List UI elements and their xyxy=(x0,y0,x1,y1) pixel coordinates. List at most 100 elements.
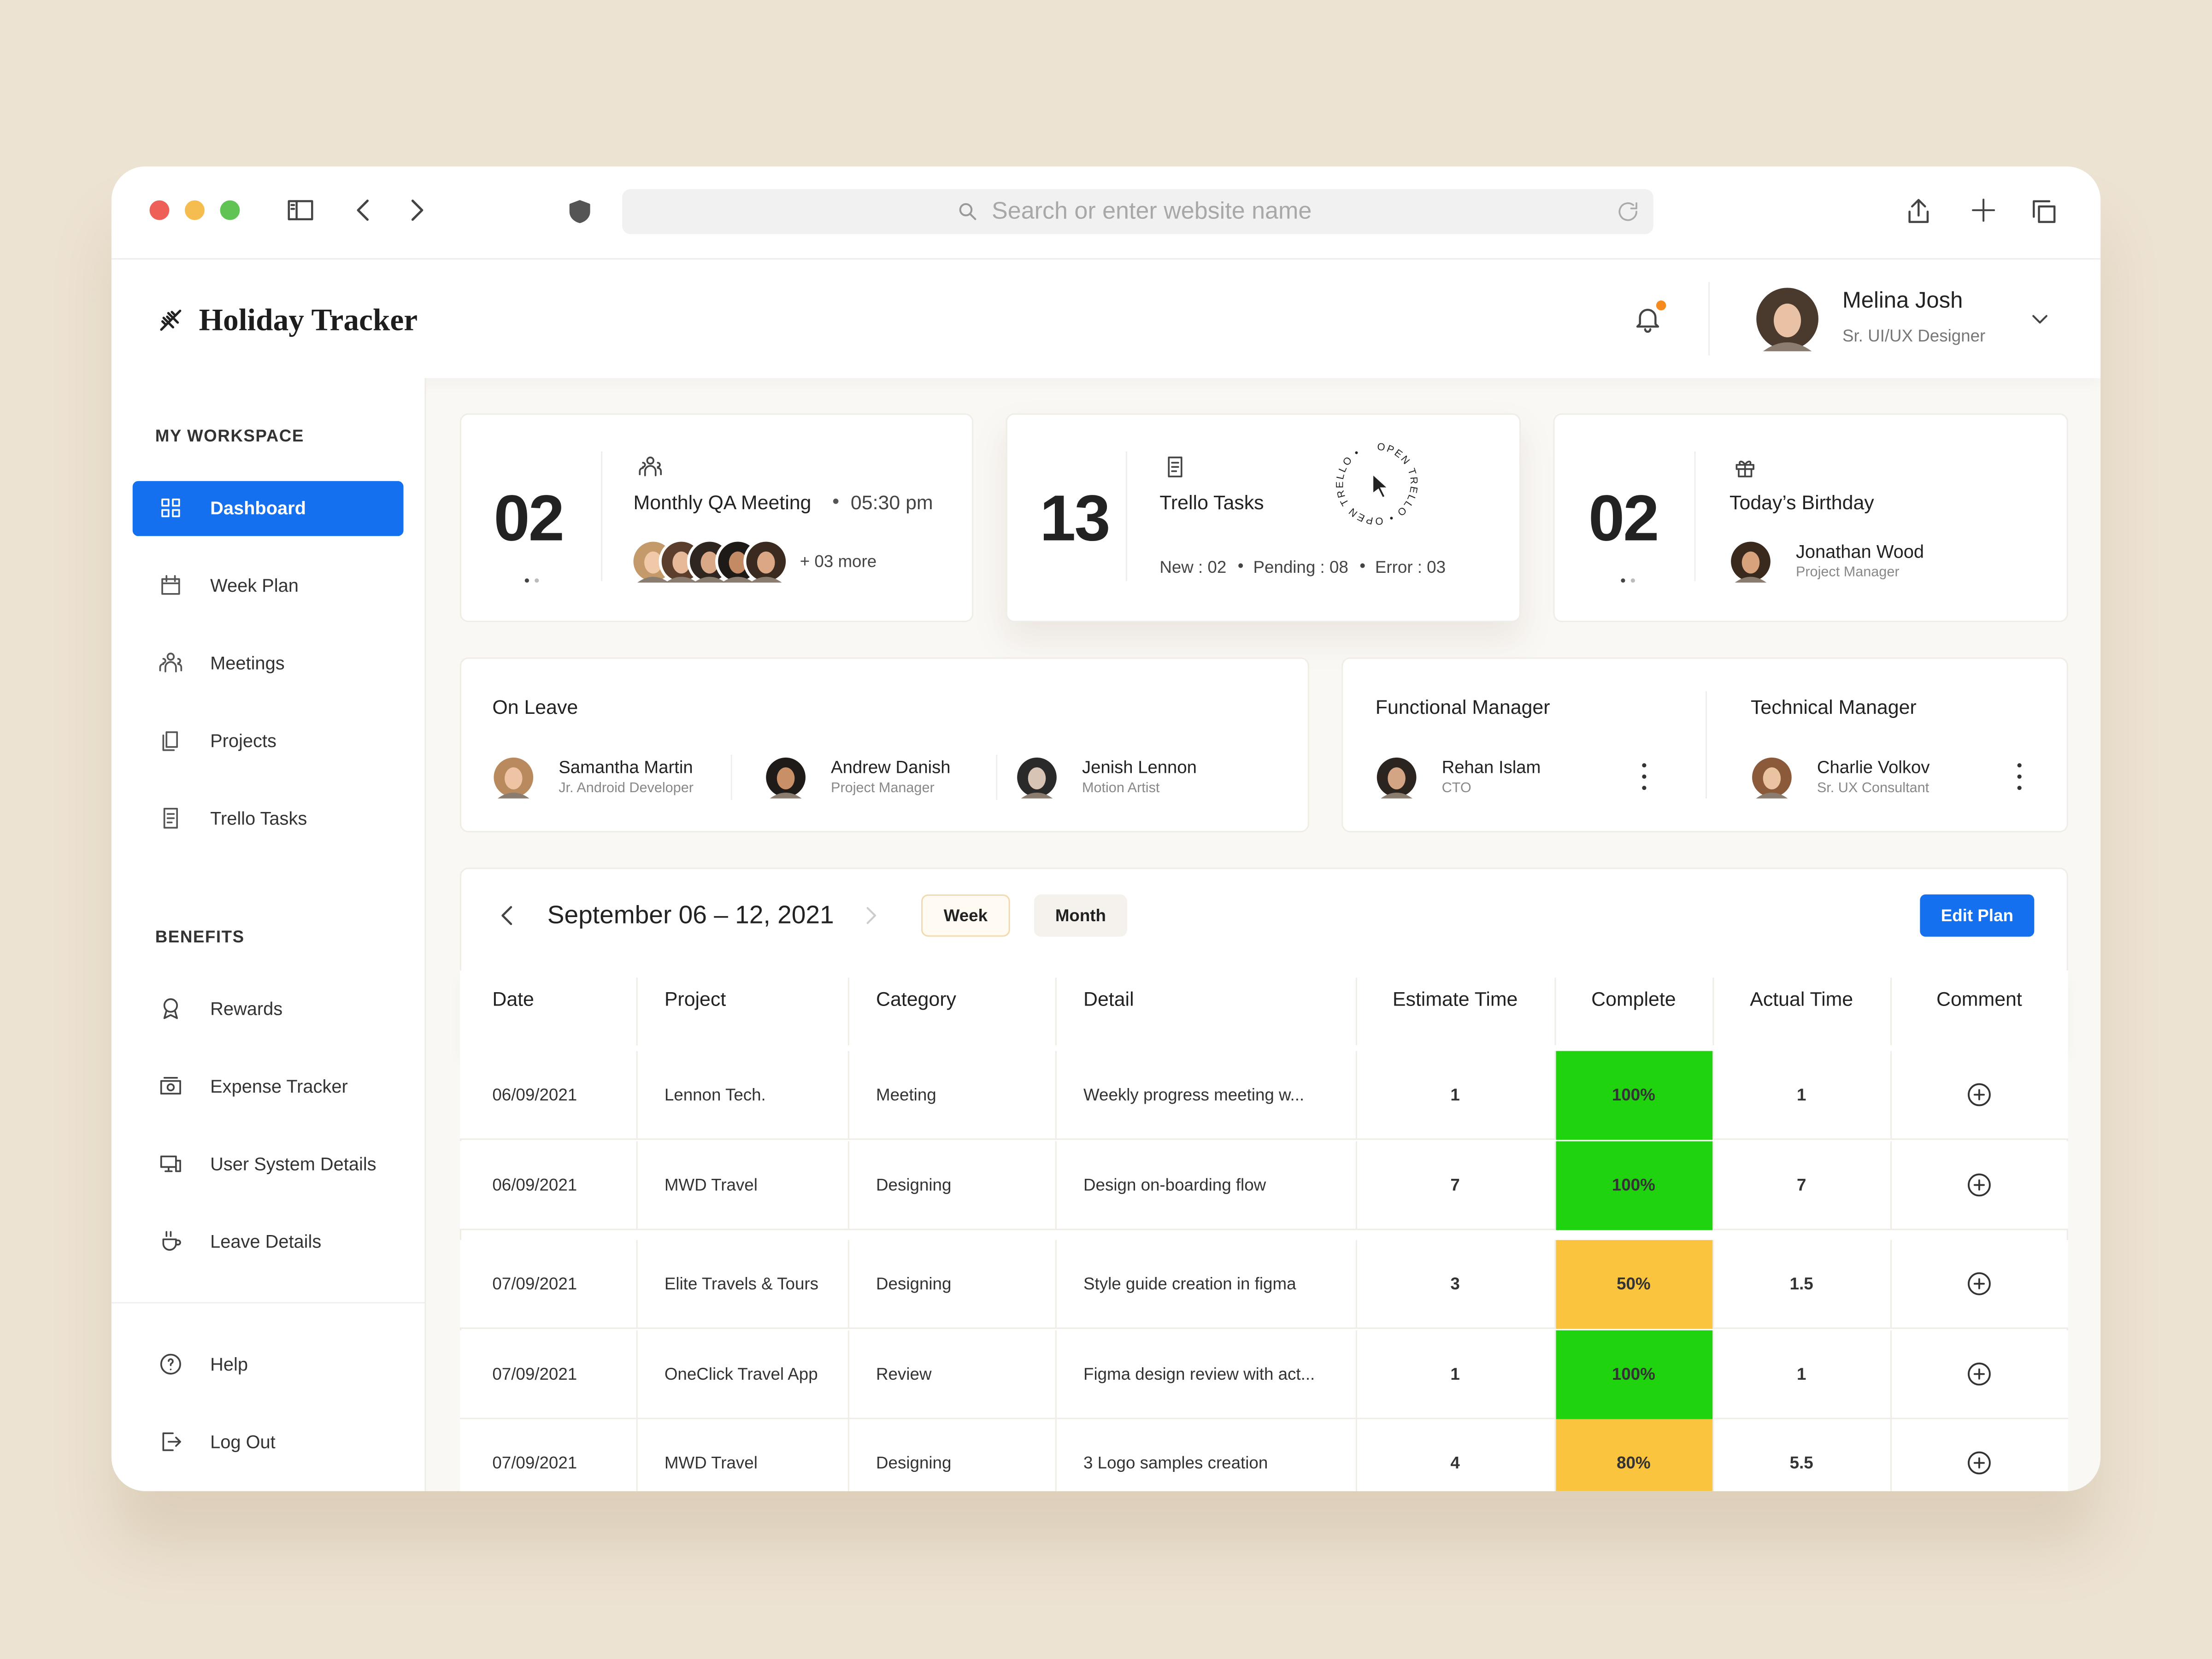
table-row xyxy=(459,1419,2068,1491)
add-comment[interactable] xyxy=(1965,1270,1993,1298)
sidebar-toggle[interactable] xyxy=(285,194,316,225)
column-header: Actual Time xyxy=(1750,987,1853,1010)
more-menu[interactable] xyxy=(2014,763,2023,793)
cell-divider xyxy=(636,1141,638,1230)
window-control[interactable] xyxy=(185,200,205,220)
cell-divider xyxy=(847,1141,849,1230)
avatar-body xyxy=(637,577,669,583)
column-header: Complete xyxy=(1591,987,1676,1010)
nav-active-bg xyxy=(132,481,404,536)
share-button[interactable] xyxy=(1903,196,1934,227)
nav-item[interactable]: Rewards xyxy=(210,998,283,1019)
table-cell: 07/09/2021 xyxy=(492,1274,577,1294)
cursor xyxy=(1372,472,1390,499)
add-comment[interactable] xyxy=(1965,1170,1993,1198)
card-divider xyxy=(601,451,603,582)
section-title: MY WORKSPACE xyxy=(155,426,304,446)
trello-stat: Error : 03 xyxy=(1375,557,1446,577)
manager-avatar xyxy=(1749,754,1794,800)
add-comment[interactable] xyxy=(1965,1081,1993,1109)
forward-button[interactable] xyxy=(402,196,430,224)
cell-divider xyxy=(847,1330,849,1419)
back-button[interactable] xyxy=(350,196,378,224)
cell-divider xyxy=(1890,1419,1892,1491)
cell-divider xyxy=(636,1419,638,1491)
new-tab-button[interactable] xyxy=(1969,196,1997,224)
person-name: Rehan Islam xyxy=(1441,757,1541,777)
address-bar[interactable] xyxy=(622,189,1653,235)
open-trello-badge[interactable]: OPEN TRELLO • OPEN TRELLO • xyxy=(1328,435,1426,533)
cell-divider xyxy=(847,1240,849,1329)
table-cell: 80% xyxy=(1617,1453,1651,1473)
window-control[interactable] xyxy=(149,200,170,220)
view-tab-label[interactable]: Week xyxy=(943,906,988,926)
menu-dot xyxy=(1641,774,1646,779)
table-cell: Weekly progress meeting w... xyxy=(1083,1085,1305,1105)
cell-divider xyxy=(1355,1330,1357,1419)
nav-icon xyxy=(159,653,182,672)
add-comment[interactable] xyxy=(1965,1449,1993,1477)
nav-item[interactable]: Week Plan xyxy=(210,575,299,596)
pager-dot xyxy=(535,578,539,583)
meeting-title: Monthly QA Meeting xyxy=(633,491,812,514)
nav-icon-shape xyxy=(162,731,178,751)
edit-plan-label[interactable]: Edit Plan xyxy=(1941,906,2013,926)
table-cell: 06/09/2021 xyxy=(492,1174,577,1194)
view-tab-label[interactable]: Month xyxy=(1055,906,1106,926)
view-tab[interactable] xyxy=(1034,894,1127,937)
nav-icon-shape xyxy=(163,998,178,1019)
nav-item[interactable]: Expense Tracker xyxy=(210,1076,348,1097)
notification-bell[interactable] xyxy=(1632,303,1663,334)
trello-stat: Pending : 08 xyxy=(1253,557,1348,577)
nav-item[interactable]: Meetings xyxy=(210,652,285,674)
nav-icon-shape xyxy=(162,1231,181,1251)
next-week-shape xyxy=(866,907,877,924)
avatar-body xyxy=(1756,793,1788,799)
nav-item[interactable]: Projects xyxy=(210,730,276,752)
table-row xyxy=(459,1141,2068,1230)
menu-dot xyxy=(2017,763,2021,768)
table-cell: 1 xyxy=(1796,1085,1806,1105)
tabs-button[interactable] xyxy=(2029,196,2059,227)
complete-cell xyxy=(1554,1419,1713,1491)
prev-week[interactable] xyxy=(495,903,520,928)
table-row xyxy=(459,1051,2068,1140)
cell-divider xyxy=(1055,1330,1057,1419)
more-menu[interactable] xyxy=(1639,763,1647,793)
nav-item[interactable]: Leave Details xyxy=(210,1230,322,1252)
reload-button[interactable] xyxy=(1615,199,1641,224)
tabs-button-shape xyxy=(2033,200,2056,223)
add-comment[interactable] xyxy=(1965,1359,1993,1387)
prev-week-shape xyxy=(501,906,512,925)
card-title: On Leave xyxy=(492,695,578,718)
nav-item[interactable]: Trello Tasks xyxy=(210,807,307,829)
cell-divider xyxy=(1355,1419,1357,1491)
forward-button-shape xyxy=(411,200,424,221)
cell-divider xyxy=(1712,1330,1714,1419)
nav-item[interactable]: User System Details xyxy=(210,1153,377,1175)
address-placeholder: Search or enter website name xyxy=(992,197,1312,224)
window-control[interactable] xyxy=(220,200,240,220)
nav-item[interactable]: Help xyxy=(210,1353,248,1375)
next-week[interactable] xyxy=(859,904,882,927)
view-tab[interactable] xyxy=(921,894,1010,937)
cell-divider xyxy=(1554,1051,1556,1140)
cell-divider xyxy=(1055,1419,1057,1491)
trello-card[interactable] xyxy=(1006,413,1521,622)
header-divider xyxy=(1708,282,1710,356)
nav-item[interactable]: Dashboard xyxy=(210,497,306,518)
edit-plan-button[interactable] xyxy=(1920,894,2035,937)
cell-divider xyxy=(847,1051,849,1140)
person-name: Charlie Volkov xyxy=(1817,757,1930,777)
person-role: Project Manager xyxy=(1795,565,1900,581)
nav-item[interactable]: Log Out xyxy=(210,1431,276,1453)
table-cell: 1 xyxy=(1450,1363,1460,1383)
cell-divider xyxy=(1554,1240,1556,1329)
new-tab-button-shape xyxy=(1972,199,1995,222)
avatar-body xyxy=(1021,793,1053,799)
card-count: 13 xyxy=(1040,481,1111,555)
table-cell: 07/09/2021 xyxy=(492,1453,577,1473)
complete-cell xyxy=(1554,1240,1713,1329)
user-menu-chevron[interactable] xyxy=(2029,307,2051,330)
meeting-icon-shape xyxy=(639,456,662,477)
